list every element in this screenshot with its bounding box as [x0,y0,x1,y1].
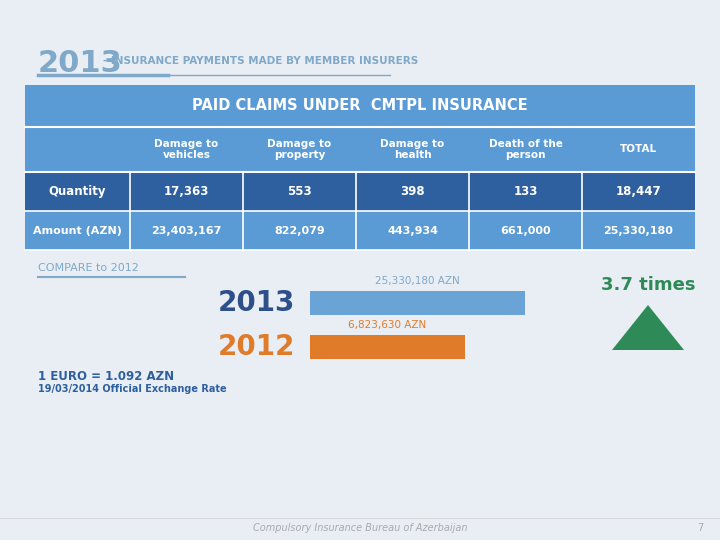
Text: Damage to
health: Damage to health [380,139,445,160]
FancyBboxPatch shape [25,211,695,250]
Text: TOTAL: TOTAL [620,145,657,154]
Text: Amount (AZN): Amount (AZN) [33,226,122,235]
Text: Compulsory Insurance Bureau of Azerbaijan: Compulsory Insurance Bureau of Azerbaija… [253,523,467,533]
Text: 398: 398 [400,185,425,198]
Text: 2013: 2013 [217,289,295,317]
Text: 443,934: 443,934 [387,226,438,235]
Text: COMPARE to 2012: COMPARE to 2012 [38,263,139,273]
Text: 23,403,167: 23,403,167 [151,226,222,235]
FancyBboxPatch shape [25,172,695,211]
Polygon shape [612,305,684,350]
FancyBboxPatch shape [25,127,695,172]
Text: 25,330,180 AZN: 25,330,180 AZN [375,276,460,286]
Text: 2013: 2013 [38,50,122,78]
Text: Damage to
property: Damage to property [267,139,332,160]
FancyBboxPatch shape [25,85,695,127]
Text: 3.7 times: 3.7 times [600,276,696,294]
Text: 17,363: 17,363 [164,185,210,198]
Text: Damage to
vehicles: Damage to vehicles [154,139,219,160]
Text: 1 EURO = 1.092 AZN: 1 EURO = 1.092 AZN [38,370,174,383]
Text: 2012: 2012 [217,333,295,361]
Text: 133: 133 [513,185,538,198]
Text: 6,823,630 AZN: 6,823,630 AZN [348,320,427,330]
Text: 19/03/2014 Official Exchange Rate: 19/03/2014 Official Exchange Rate [38,384,227,394]
Text: 822,079: 822,079 [274,226,325,235]
Text: Death of the
person: Death of the person [489,139,562,160]
Text: 661,000: 661,000 [500,226,551,235]
FancyBboxPatch shape [310,291,525,315]
Text: - INSURANCE PAYMENTS MADE BY MEMBER INSURERS: - INSURANCE PAYMENTS MADE BY MEMBER INSU… [103,56,418,66]
Text: 25,330,180: 25,330,180 [603,226,673,235]
Text: Quantity: Quantity [49,185,107,198]
FancyBboxPatch shape [25,85,695,250]
Text: PAID CLAIMS UNDER  CMTPL INSURANCE: PAID CLAIMS UNDER CMTPL INSURANCE [192,98,528,113]
FancyBboxPatch shape [310,335,465,359]
Text: 553: 553 [287,185,312,198]
Text: 18,447: 18,447 [616,185,661,198]
Text: 7: 7 [697,523,703,533]
